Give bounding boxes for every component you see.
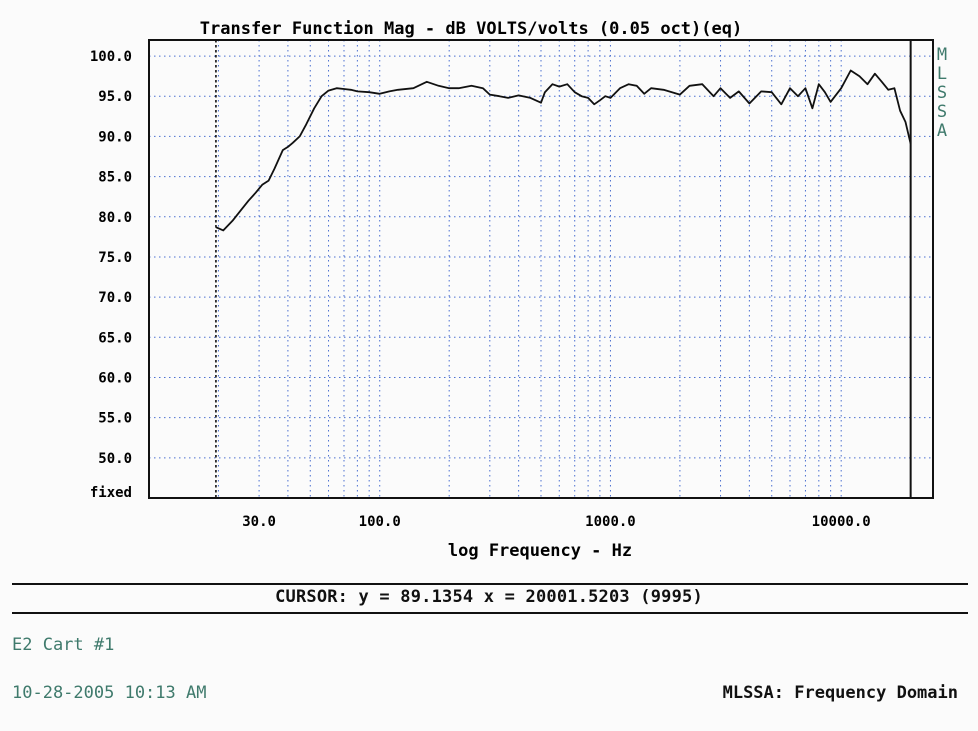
y-tick-label: 100.0 bbox=[90, 49, 132, 65]
x-axis-label: log Frequency - Hz bbox=[448, 541, 632, 561]
y-tick-label: 50.0 bbox=[98, 451, 132, 467]
y-bottom-label: fixed bbox=[90, 485, 132, 501]
x-tick-label: 30.0 bbox=[242, 514, 276, 530]
cursor-lines bbox=[215, 40, 912, 498]
x-tick-label: 1000.0 bbox=[585, 514, 636, 530]
y-tick-labels: 100.0 95.0 90.0 85.0 80.0 75.0 70.0 65.0 60.0 55.… bbox=[90, 49, 132, 467]
y-tick-label: 95.0 bbox=[98, 89, 132, 105]
x-tick-labels: 30.0 100.0 1000.0 10000.0 bbox=[242, 514, 870, 530]
grid-lines bbox=[149, 40, 933, 498]
test-label: E2 Cart #1 bbox=[12, 635, 115, 655]
mlssa-side-brand: MLSSA bbox=[937, 45, 947, 141]
y-tick-label: 60.0 bbox=[98, 370, 132, 386]
brand-letter: L bbox=[937, 64, 947, 84]
brand-letter: S bbox=[937, 83, 947, 103]
brand-letter: A bbox=[937, 121, 947, 141]
divider-bottom bbox=[12, 612, 968, 614]
y-tick-label: 65.0 bbox=[98, 330, 132, 346]
brand-letter: S bbox=[937, 102, 947, 122]
y-tick-label: 85.0 bbox=[98, 170, 132, 186]
cursor-readout: CURSOR: y = 89.1354 x = 20001.5203 (9995… bbox=[275, 587, 703, 607]
transfer-function-plot: Transfer Function Mag - dB VOLTS/volts (… bbox=[90, 19, 947, 561]
x-tick-label: 100.0 bbox=[359, 514, 401, 530]
x-tick-label: 10000.0 bbox=[812, 514, 871, 530]
brand-letter: M bbox=[937, 45, 947, 65]
response-curve-line bbox=[215, 69, 912, 232]
y-tick-label: 55.0 bbox=[98, 411, 132, 427]
divider-top bbox=[12, 583, 968, 585]
plot-frame bbox=[148, 39, 934, 499]
timestamp: 10-28-2005 10:13 AM bbox=[12, 683, 207, 703]
mode-label: MLSSA: Frequency Domain bbox=[722, 683, 958, 703]
y-tick-label: 80.0 bbox=[98, 210, 132, 226]
y-tick-label: 75.0 bbox=[98, 250, 132, 266]
y-tick-label: 90.0 bbox=[98, 129, 132, 145]
y-tick-label: 70.0 bbox=[98, 290, 132, 306]
chart-title: Transfer Function Mag - dB VOLTS/volts (… bbox=[200, 19, 742, 39]
series-layer bbox=[215, 69, 912, 232]
